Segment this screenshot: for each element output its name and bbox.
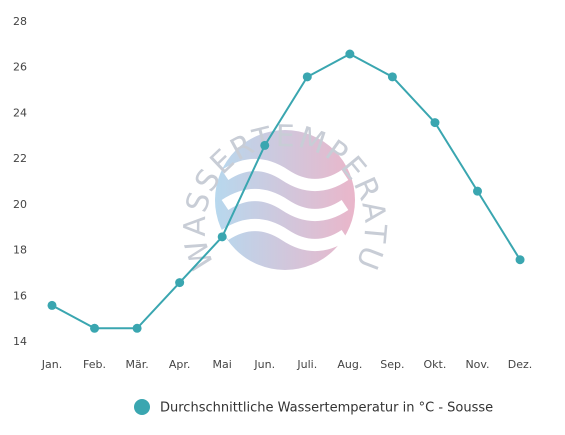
- x-tick-label: Jun.: [253, 358, 275, 371]
- y-tick-label: 26: [13, 61, 27, 74]
- x-tick-label: Apr.: [169, 358, 191, 371]
- y-tick-label: 24: [13, 106, 27, 119]
- x-tick-label: Nov.: [465, 358, 489, 371]
- line: [51, 52, 521, 330]
- point: [217, 232, 227, 242]
- x-tick-label: Feb.: [83, 358, 106, 371]
- point: [515, 255, 525, 265]
- point: [430, 118, 440, 128]
- point: [345, 49, 355, 59]
- point: [260, 140, 270, 150]
- legend-marker: [134, 399, 150, 415]
- watermark: WASSERTEMPERATUR.ORG: [0, 0, 391, 276]
- point: [387, 72, 397, 82]
- x-tick-label: Aug.: [337, 358, 362, 371]
- point: [132, 323, 142, 333]
- y-tick-label: 22: [13, 152, 27, 165]
- y-tick-label: 14: [13, 335, 27, 348]
- y-tick-label: 16: [13, 289, 27, 302]
- x-tick-label: Mai: [213, 358, 232, 371]
- x-tick-label: Juli.: [296, 358, 317, 371]
- watermark-waves: [221, 159, 349, 251]
- y-tick-label: 18: [13, 244, 27, 257]
- x-tick-label: Mär.: [125, 358, 148, 371]
- x-tick-label: Okt.: [424, 358, 447, 371]
- point: [473, 186, 482, 196]
- legend-label: Durchschnittliche Wassertemperatur in °C…: [160, 401, 493, 416]
- y-tick-label: 28: [13, 15, 27, 28]
- x-tick-label: Sep.: [380, 358, 404, 371]
- point: [302, 72, 312, 82]
- x-tick-label: Jan.: [41, 358, 62, 371]
- point: [47, 300, 57, 310]
- x-tick-label: Dez.: [508, 358, 533, 371]
- y-tick-label: 20: [13, 198, 27, 211]
- point: [90, 323, 100, 333]
- point: [175, 278, 185, 288]
